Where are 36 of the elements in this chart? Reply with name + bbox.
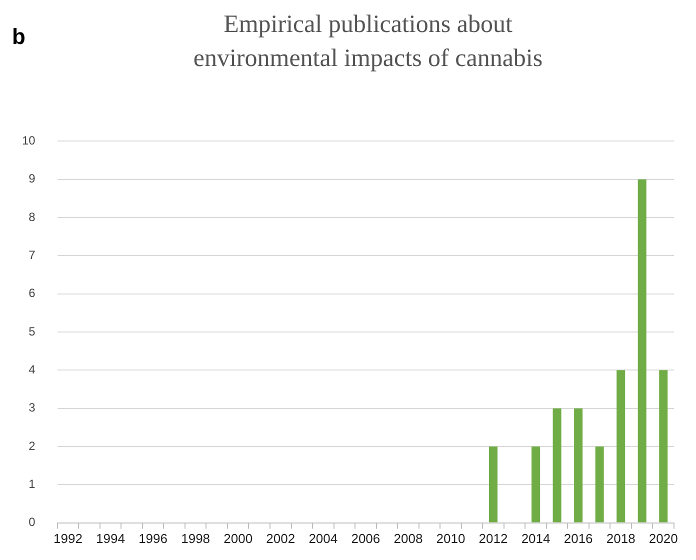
y-tick-label: 3 (28, 400, 36, 415)
y-tick-label: 1 (28, 476, 36, 491)
x-tick-label: 2018 (606, 531, 636, 546)
x-tick-label: 2012 (478, 531, 508, 546)
x-tick-label: 2020 (648, 531, 678, 546)
bar (489, 446, 498, 522)
x-tick-label: 2016 (564, 531, 593, 546)
y-tick-label: 0 (28, 515, 36, 530)
y-tick-label: 10 (22, 134, 36, 148)
bar (616, 370, 626, 522)
x-tick-label: 2014 (521, 531, 550, 546)
x-tick-label: 2010 (436, 531, 466, 546)
x-tick-label: 2006 (351, 531, 380, 546)
x-tick-label: 1992 (54, 531, 82, 546)
y-tick-label: 2 (28, 438, 36, 453)
x-tick-label: 2004 (308, 531, 338, 546)
x-tick-label: 1996 (138, 531, 168, 546)
chart-title: Empirical publications about environmental impacts of cannabis (192, 10, 544, 74)
y-tick-label: 7 (28, 248, 36, 262)
y-tick-label: 6 (28, 286, 36, 300)
x-tick-label: 1994 (96, 531, 125, 546)
x-tick-label: 2000 (224, 531, 253, 546)
y-tick-label: 5 (28, 324, 36, 338)
bar (659, 370, 668, 522)
y-tick-label: 4 (28, 362, 36, 376)
y-tick-label: 9 (28, 172, 36, 186)
x-tick-label: 1998 (181, 531, 210, 546)
bar (532, 446, 540, 522)
y-tick-label: 8 (28, 210, 36, 224)
bar (595, 446, 604, 522)
bar (552, 408, 562, 522)
bar (574, 408, 583, 522)
text: b (12, 24, 26, 50)
bar (638, 179, 646, 522)
x-tick-label: 2002 (266, 531, 296, 546)
x-tick-label: 2008 (394, 531, 423, 546)
